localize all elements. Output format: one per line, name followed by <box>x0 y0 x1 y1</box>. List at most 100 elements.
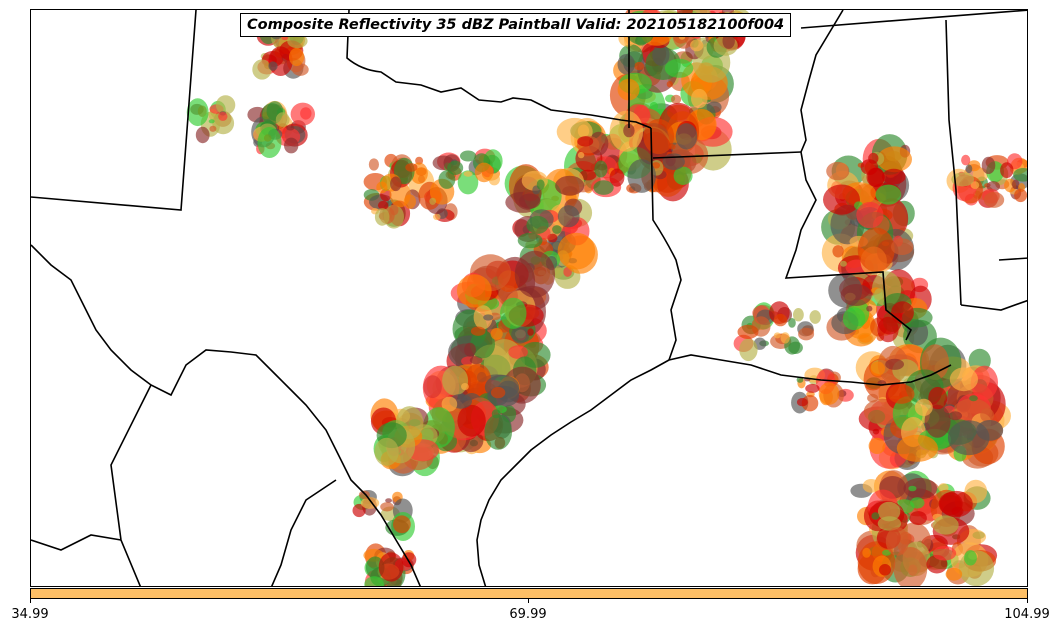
paintball-blob <box>914 398 933 416</box>
paintball-blob <box>737 324 759 339</box>
paintball-blob <box>896 434 939 462</box>
paintball-blob <box>823 184 860 215</box>
nm-east-border <box>31 10 197 211</box>
paintball-blob <box>536 179 545 190</box>
paintball-blob <box>739 338 758 362</box>
map-title: Composite Reflectivity 35 dBZ Paintball … <box>240 13 792 37</box>
paintball-blob <box>500 297 527 329</box>
ms-al-border <box>945 19 962 306</box>
paintball-blob <box>856 201 884 229</box>
paintball-blob <box>793 308 804 322</box>
paintball-blob <box>664 58 694 78</box>
paintball-blob <box>405 163 418 172</box>
paintball-blob <box>909 511 927 526</box>
paintball-blob <box>457 170 479 195</box>
paintball-blob <box>670 94 682 104</box>
paintball-blob <box>518 193 541 209</box>
paintball-blob <box>983 191 1005 208</box>
paintball-blob <box>579 169 597 181</box>
paintball-blob <box>949 367 979 392</box>
mexico-state-border-2 <box>31 534 122 551</box>
paintball-blob <box>826 161 850 181</box>
colorbar-tick-label-max: 104.99 <box>1004 607 1050 622</box>
reflectivity-map <box>31 10 1027 586</box>
paintball-blob <box>840 260 847 267</box>
mississippi-river-border <box>784 10 913 341</box>
paintball-blob <box>842 307 866 331</box>
paintball-blob <box>490 328 503 340</box>
paintball-blob <box>527 328 534 336</box>
paintball-blob <box>932 546 957 561</box>
paintball-blob <box>673 166 693 185</box>
paintball-blob <box>961 154 971 166</box>
paintball-blob <box>969 395 978 402</box>
paintball-blob <box>252 59 272 80</box>
paintball-blob <box>378 552 404 582</box>
paintball-blob <box>860 159 879 175</box>
paintball-blob <box>788 318 796 328</box>
paintball-blob <box>195 126 210 144</box>
al-ga-border <box>998 257 1027 261</box>
paintball-blob <box>470 326 486 336</box>
ok-tx-border <box>346 10 652 129</box>
paintball-blob <box>862 479 880 493</box>
colorbar-tick-label-mid: 69.99 <box>509 607 547 622</box>
paintball-blob <box>368 158 379 171</box>
paintball-blob <box>627 159 656 193</box>
paintball-blob <box>275 112 290 127</box>
paintball-blob <box>652 44 670 66</box>
paintball-blob <box>463 171 473 177</box>
paintball-blob <box>457 404 486 437</box>
colorbar-tick-mark <box>1027 599 1028 603</box>
paintball-blob <box>874 288 885 300</box>
paintball-blob <box>208 119 215 124</box>
paintball-blob <box>289 47 305 67</box>
paintball-blob <box>447 160 464 175</box>
paintball-blob <box>594 160 608 178</box>
paintball-blob <box>464 342 476 357</box>
paintball-blob <box>517 232 543 249</box>
paintball-blob <box>773 313 788 327</box>
paintball-blob <box>374 208 390 226</box>
paintball-blob <box>511 326 530 344</box>
paintball-blob <box>215 95 236 115</box>
paintball-blob <box>970 365 999 400</box>
paintball-blob <box>464 363 492 399</box>
paintball-blob <box>870 361 885 376</box>
paintball-blob <box>352 503 366 518</box>
paintball-blob <box>474 162 494 183</box>
paintball-blob <box>484 414 512 450</box>
paintball-blob <box>875 184 902 205</box>
paintball-blob <box>643 118 675 155</box>
paintball-blob <box>885 358 904 370</box>
ar-la-border <box>652 151 802 159</box>
paintball-blob <box>1012 179 1020 190</box>
paintball-blob <box>903 477 938 500</box>
paintball-blob <box>879 564 891 576</box>
paintball-blob <box>830 204 865 245</box>
paintball-blob <box>390 176 402 192</box>
paintball-blob <box>490 386 506 399</box>
paintball-blob <box>456 274 492 308</box>
paintball-blob <box>862 547 871 558</box>
paintball-blob <box>374 437 399 466</box>
paintball-blob <box>840 284 872 306</box>
paintball-blob <box>964 550 977 566</box>
paintball-blob <box>924 404 951 438</box>
paintball-blob <box>186 98 209 127</box>
mexico-state-border-1 <box>110 384 152 586</box>
paintball-blob <box>866 305 873 312</box>
paintball-blob <box>218 111 228 121</box>
paintball-blob <box>722 33 735 49</box>
paintball-blob <box>706 101 722 113</box>
colorbar-tick-label-min: 34.99 <box>11 607 49 622</box>
paintball-blob <box>469 356 483 365</box>
paintball-blob <box>666 81 673 88</box>
paintball-blob <box>872 428 880 435</box>
colorbar-tick-mark <box>528 599 529 603</box>
paintball-blob <box>526 215 549 234</box>
paintball-blob <box>809 310 821 324</box>
state-borders <box>31 10 1027 586</box>
paintball-blob <box>609 168 625 187</box>
paintball-blob <box>981 156 996 175</box>
